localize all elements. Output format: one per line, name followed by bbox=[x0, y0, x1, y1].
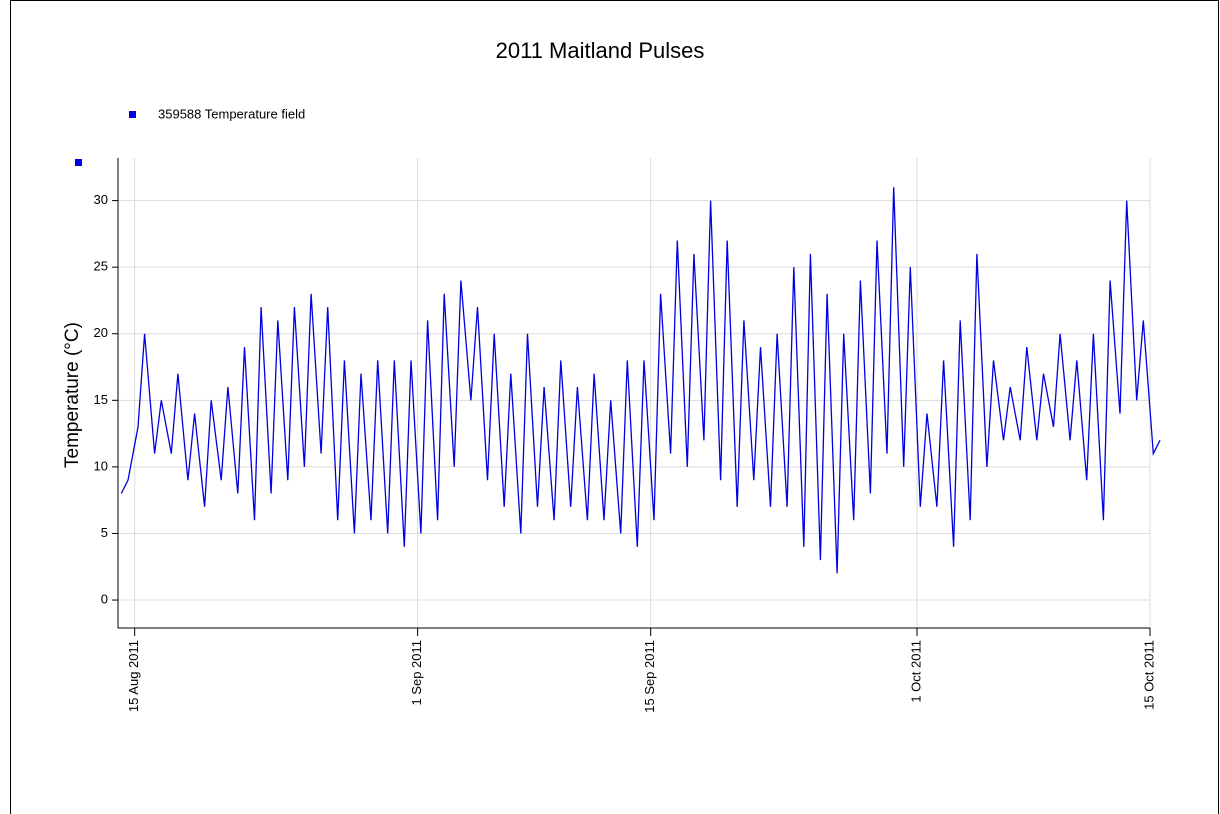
y-axis-title: Temperature (°C) bbox=[62, 322, 83, 468]
y-tick-label: 20 bbox=[94, 325, 108, 340]
legend-label: 359588 Temperature field bbox=[158, 106, 305, 121]
y-tick-label: 15 bbox=[94, 392, 108, 407]
marker bbox=[75, 159, 82, 166]
x-tick-label: 15 Oct 2011 bbox=[1141, 640, 1156, 710]
legend-swatch bbox=[129, 111, 136, 118]
y-tick-label: 10 bbox=[94, 458, 108, 473]
series-line bbox=[120, 187, 1161, 574]
y-tick-label: 5 bbox=[101, 525, 108, 540]
y-tick-label: 0 bbox=[101, 591, 108, 606]
x-tick-label: 15 Sep 2011 bbox=[642, 640, 657, 713]
y-tick-label: 30 bbox=[94, 192, 108, 207]
x-tick-label: 15 Aug 2011 bbox=[126, 640, 141, 712]
x-tick-label: 1 Sep 2011 bbox=[409, 640, 424, 706]
chart-title: 2011 Maitland Pulses bbox=[496, 38, 705, 63]
y-tick-label: 25 bbox=[94, 259, 108, 274]
x-tick-label: 1 Oct 2011 bbox=[908, 640, 923, 703]
